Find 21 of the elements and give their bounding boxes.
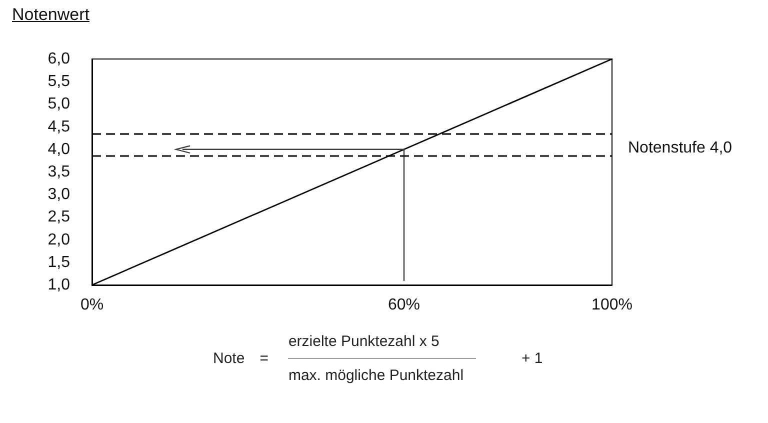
y-tick-label: 3,5	[48, 164, 70, 180]
y-tick-label: 6,0	[48, 50, 70, 68]
text: Note	[213, 350, 245, 367]
text: + 1	[521, 350, 543, 367]
x-tick-label: 100%	[592, 296, 632, 314]
x-tick-label: 0%	[80, 296, 104, 314]
y-tick-label: 2,0	[48, 231, 70, 248]
y-tick-label: 5,0	[48, 96, 70, 113]
y-tick-label: 3,0	[48, 186, 70, 204]
y-tick-label: 4,0	[48, 140, 70, 158]
ref-line-label: Notenstufe 4,0	[628, 140, 732, 157]
y-tick-label: 1,0	[48, 276, 70, 294]
text: max. mögliche Punktezahl	[288, 367, 464, 384]
y-tick-label: 4,5	[48, 118, 70, 136]
y-tick-label: 1,5	[48, 254, 70, 271]
text: erzielte Punktezahl x 5	[288, 333, 440, 350]
y-tick-label: 2,5	[48, 208, 70, 226]
x-tick-label: 60%	[388, 296, 420, 314]
text: =	[260, 350, 268, 367]
y-tick-label: 5,5	[48, 73, 70, 90]
y-axis-title: Notenwert	[12, 5, 90, 25]
